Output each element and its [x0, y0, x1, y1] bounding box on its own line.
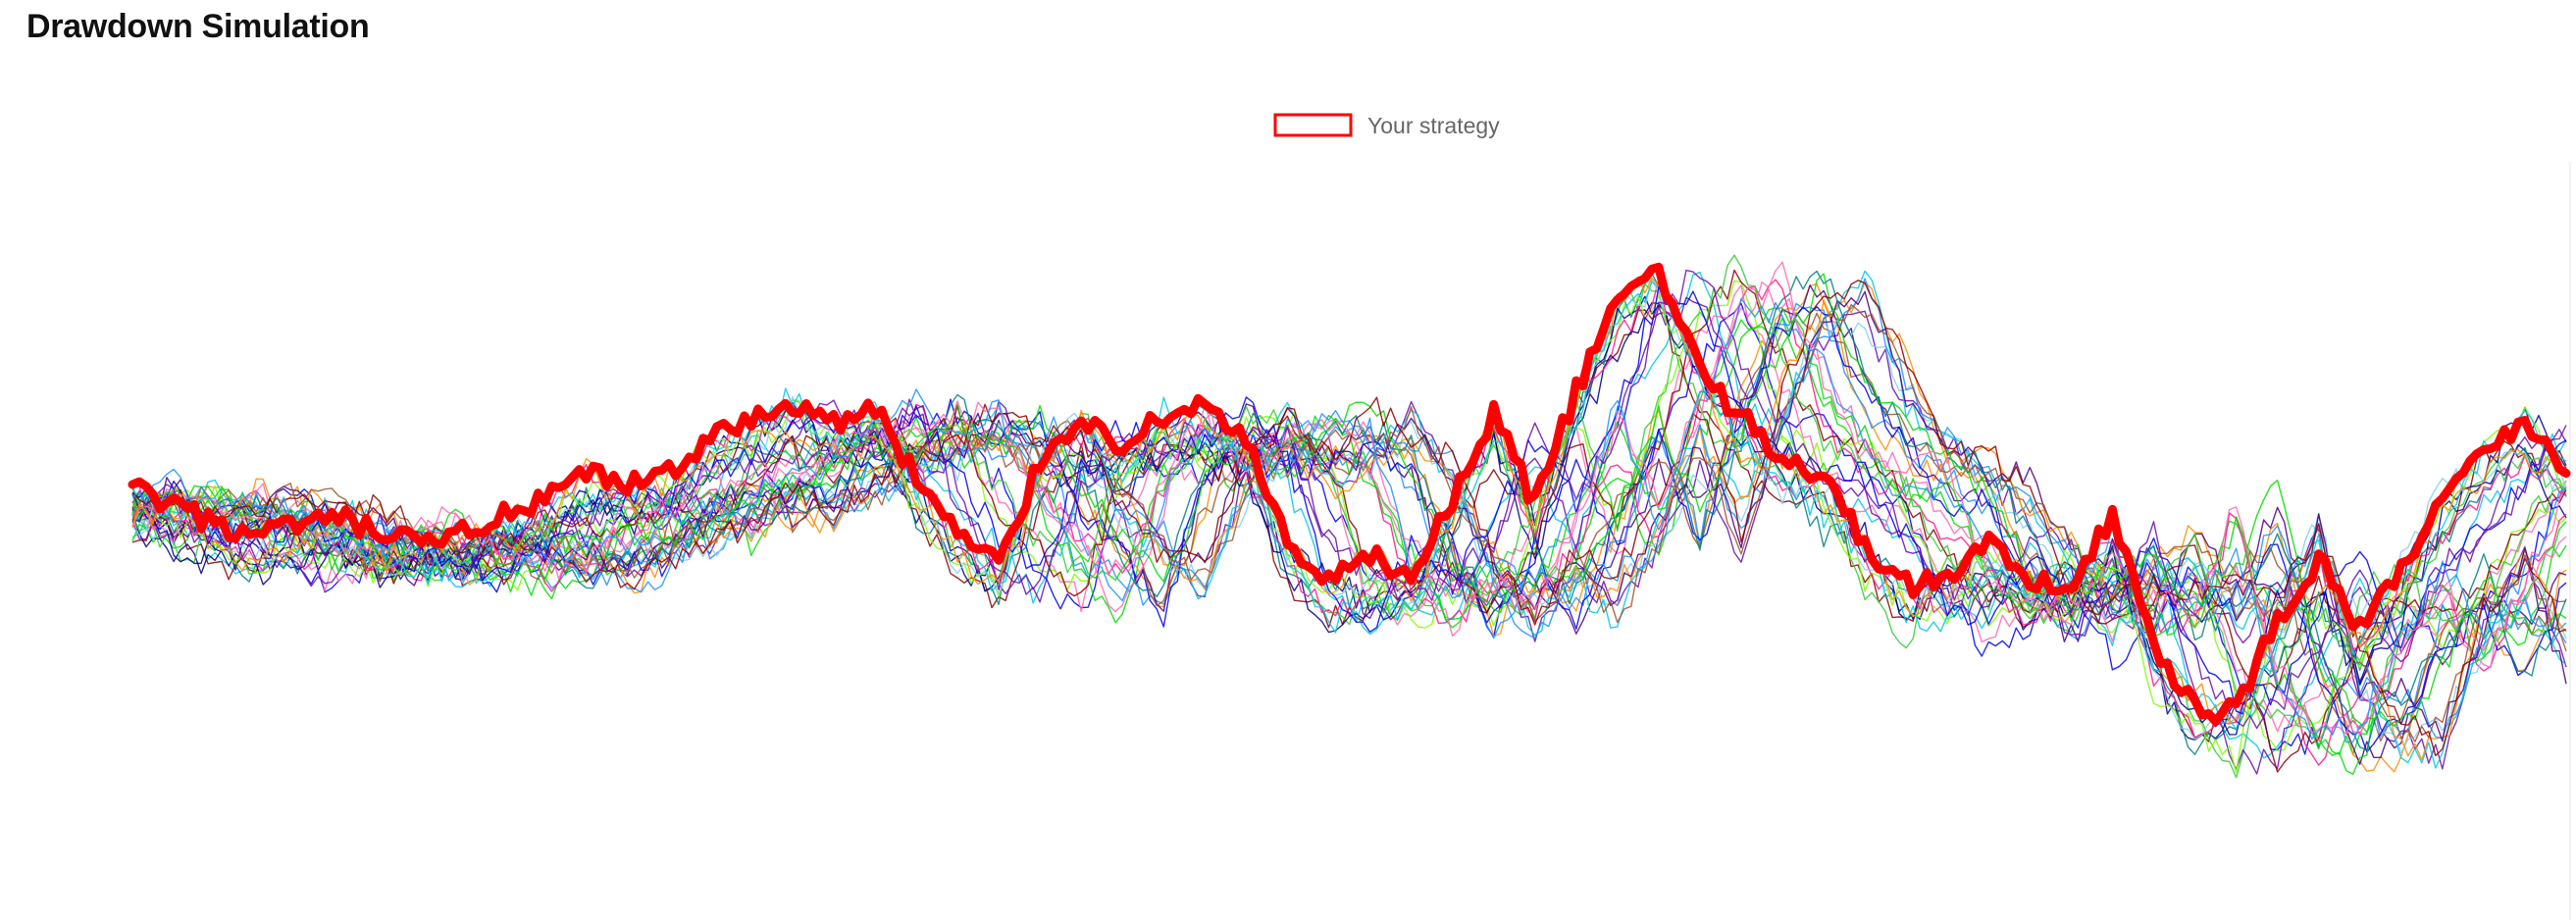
simulation-line	[131, 281, 2567, 731]
simulation-line	[131, 285, 2567, 715]
simulation-line	[131, 273, 2567, 734]
simulation-line	[131, 297, 2567, 743]
simulation-lines	[131, 254, 2567, 779]
simulation-line	[131, 284, 2567, 733]
simulation-line	[131, 302, 2567, 738]
simulation-line	[131, 306, 2567, 753]
strategy-line	[128, 262, 2571, 726]
simulation-line	[131, 279, 2567, 741]
simulation-line	[131, 261, 2567, 736]
simulation-line	[131, 276, 2567, 725]
legend-swatch-your-strategy[interactable]	[1273, 113, 1353, 137]
strategy-line-group	[128, 262, 2571, 726]
chart-legend[interactable]: Your strategy	[1273, 113, 1500, 138]
page-title: Drawdown Simulation	[26, 8, 370, 45]
simulation-line	[131, 278, 2567, 740]
legend-label-your-strategy[interactable]: Your strategy	[1367, 113, 1500, 138]
simulation-line	[131, 279, 2567, 739]
simulation-line	[131, 310, 2567, 770]
